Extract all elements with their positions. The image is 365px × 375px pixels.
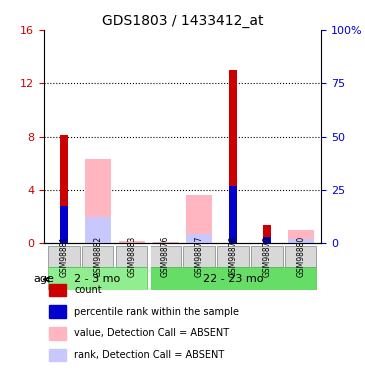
Text: GSM98878: GSM98878	[229, 236, 238, 277]
Bar	[119, 242, 145, 243]
FancyBboxPatch shape	[115, 246, 147, 267]
Bar	[49, 284, 66, 296]
Bar	[263, 237, 271, 243]
FancyBboxPatch shape	[149, 246, 181, 267]
Text: GSM98882: GSM98882	[93, 236, 103, 277]
Text: value, Detection Call = ABSENT: value, Detection Call = ABSENT	[74, 328, 230, 338]
FancyBboxPatch shape	[149, 267, 316, 290]
Text: 22 - 23 mo: 22 - 23 mo	[203, 274, 263, 285]
Bar	[187, 234, 212, 243]
FancyBboxPatch shape	[82, 246, 114, 267]
Bar	[288, 230, 314, 243]
Bar	[85, 159, 111, 243]
Text: GSM98881: GSM98881	[59, 236, 69, 277]
Text: GSM98876: GSM98876	[161, 236, 170, 277]
Text: GSM98877: GSM98877	[195, 236, 204, 277]
FancyBboxPatch shape	[251, 246, 283, 267]
Text: age: age	[34, 274, 54, 285]
Text: GSM98883: GSM98883	[127, 236, 136, 277]
Bar	[229, 186, 237, 243]
Bar	[60, 135, 68, 243]
Bar	[60, 206, 68, 243]
FancyBboxPatch shape	[183, 246, 215, 267]
FancyBboxPatch shape	[285, 246, 316, 267]
FancyBboxPatch shape	[48, 267, 147, 290]
Text: GSM98879: GSM98879	[262, 236, 272, 277]
Bar	[229, 70, 237, 243]
Bar	[187, 195, 212, 243]
Bar	[49, 349, 66, 361]
Bar	[49, 327, 66, 340]
Text: count: count	[74, 285, 102, 295]
Title: GDS1803 / 1433412_at: GDS1803 / 1433412_at	[102, 13, 263, 28]
Text: 2 - 3 mo: 2 - 3 mo	[74, 274, 121, 285]
FancyBboxPatch shape	[217, 246, 249, 267]
FancyBboxPatch shape	[48, 246, 80, 267]
Bar	[263, 225, 271, 243]
Text: GSM98880: GSM98880	[296, 236, 306, 277]
Bar	[49, 305, 66, 318]
Bar	[85, 217, 111, 243]
Bar	[153, 242, 178, 243]
Text: percentile rank within the sample: percentile rank within the sample	[74, 307, 239, 316]
Text: rank, Detection Call = ABSENT: rank, Detection Call = ABSENT	[74, 350, 224, 360]
Bar	[288, 239, 314, 243]
